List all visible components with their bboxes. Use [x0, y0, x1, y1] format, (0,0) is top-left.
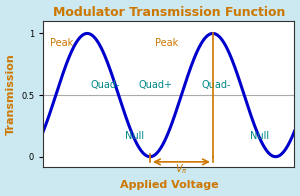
- X-axis label: Applied Voltage: Applied Voltage: [119, 181, 218, 191]
- Text: Peak: Peak: [155, 38, 178, 48]
- Text: Quad-: Quad-: [90, 80, 120, 90]
- Y-axis label: Transmission: Transmission: [6, 53, 16, 135]
- Text: Peak: Peak: [50, 38, 73, 48]
- Text: Quad-: Quad-: [202, 80, 231, 90]
- Title: Modulator Transmission Function: Modulator Transmission Function: [53, 5, 285, 19]
- Text: Quad+: Quad+: [139, 80, 173, 90]
- Text: Null: Null: [250, 131, 270, 141]
- Text: $\mathit{V}_{\pi}$: $\mathit{V}_{\pi}$: [175, 162, 188, 176]
- Text: Null: Null: [125, 131, 144, 141]
